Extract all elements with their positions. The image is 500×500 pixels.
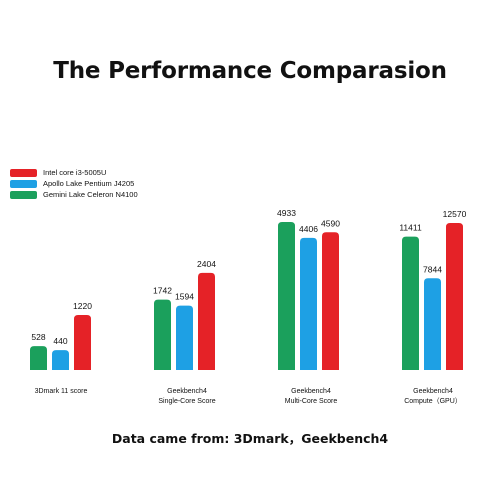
legend-swatch-apollo-lake — [10, 179, 37, 188]
legend-item-apollo-lake: Apollo Lake Pentium J4205 — [10, 178, 138, 189]
bar-gemini-lake-group-2 — [154, 299, 171, 370]
value-label-apollo-lake-group-2: 1594 — [175, 292, 194, 302]
value-label-intel-group-3: 4590 — [321, 218, 340, 228]
legend-label-gemini-lake: Gemini Lake Celeron N4100 — [43, 190, 138, 199]
value-label-gemini-lake-group-3: 4933 — [277, 208, 296, 218]
value-label-intel-group-2: 2404 — [197, 259, 216, 269]
category-label-group-2-line-2: Single-Core Score — [158, 398, 215, 405]
category-label-group-4-line-2: Compute（GPU） — [404, 397, 462, 405]
bar-apollo-lake-group-4 — [424, 278, 441, 370]
bar-intel-group-2 — [198, 272, 215, 370]
value-label-apollo-lake-group-4: 7844 — [423, 264, 442, 274]
category-label-group-4-line-1: Geekbench4 — [413, 388, 453, 395]
value-label-intel-group-1: 1220 — [73, 301, 92, 311]
legend-item-intel: Intel core i3-5005U — [10, 167, 138, 178]
bar-intel-group-4 — [446, 223, 463, 370]
bar-gemini-lake-group-4 — [402, 236, 419, 370]
legend-label-apollo-lake: Apollo Lake Pentium J4205 — [43, 179, 135, 188]
legend-item-gemini-lake: Gemini Lake Celeron N4100 — [10, 189, 138, 200]
value-label-gemini-lake-group-4: 11411 — [399, 223, 422, 233]
category-label-group-3-line-2: Multi-Core Score — [285, 398, 338, 405]
category-label-group-3-line-1: Geekbench4 — [291, 388, 331, 395]
legend-label-intel: Intel core i3-5005U — [43, 168, 107, 177]
legend-swatch-intel — [10, 168, 37, 177]
data-source-note: Data came from: 3Dmark，Geekbench4 — [111, 431, 389, 446]
value-label-gemini-lake-group-1: 528 — [31, 332, 45, 342]
value-label-intel-group-4: 12570 — [443, 209, 467, 219]
bar-apollo-lake-group-3 — [300, 237, 317, 370]
bar-apollo-lake-group-2 — [176, 305, 193, 370]
chart-title: The Performance Comparasion — [53, 58, 447, 84]
value-label-gemini-lake-group-2: 1742 — [153, 286, 172, 296]
bar-gemini-lake-group-3 — [278, 222, 295, 370]
value-label-apollo-lake-group-3: 4406 — [299, 224, 318, 234]
bar-intel-group-3 — [322, 232, 339, 370]
legend: Intel core i3-5005U Apollo Lake Pentium … — [10, 167, 138, 200]
value-label-apollo-lake-group-1: 440 — [53, 336, 67, 346]
bar-apollo-lake-group-1 — [52, 350, 69, 370]
category-label-group-2-line-1: Geekbench4 — [167, 388, 207, 395]
bar-gemini-lake-group-1 — [30, 346, 47, 370]
bar-intel-group-1 — [74, 314, 91, 370]
category-label-group-1-line-1: 3Dmark 11 score — [35, 388, 88, 395]
legend-swatch-gemini-lake — [10, 190, 37, 199]
